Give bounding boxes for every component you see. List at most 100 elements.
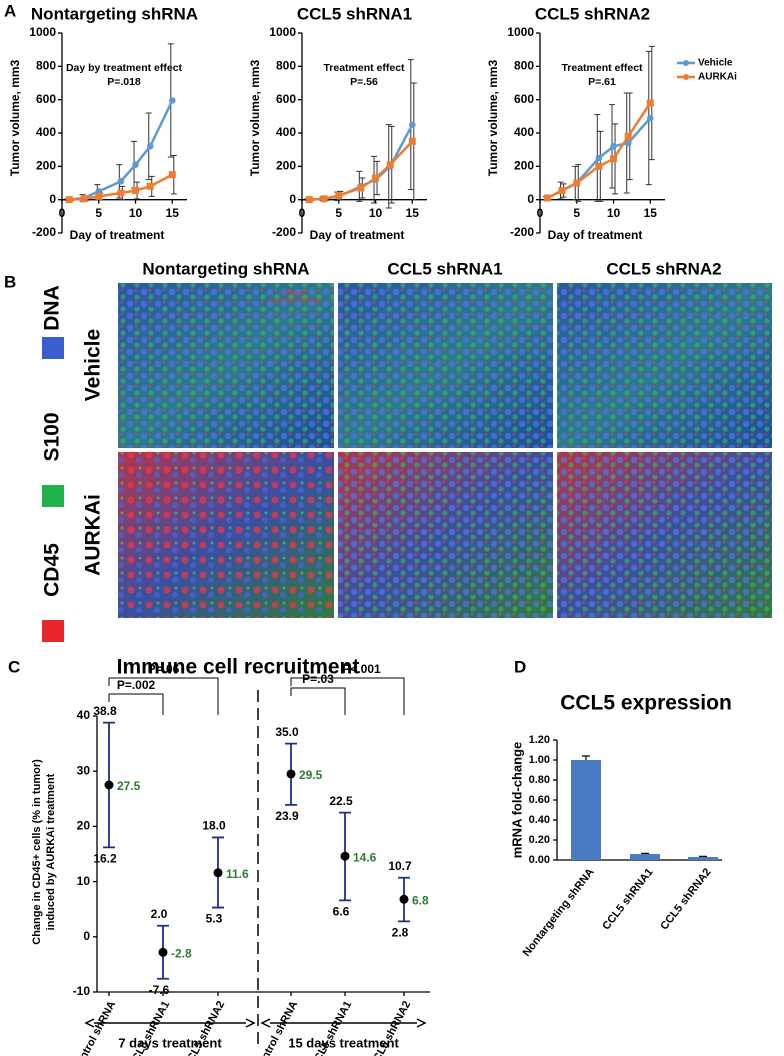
- upper-label: 18.0: [202, 819, 226, 833]
- y-tick-label: 200: [276, 159, 296, 173]
- marker: [610, 155, 618, 163]
- stain-swatch: [42, 337, 64, 359]
- x-tick-label: Nontargeting shRNA: [521, 866, 597, 959]
- y-tick-label: 1000: [269, 25, 296, 39]
- marker: [132, 187, 140, 194]
- x-tick-label: 5: [573, 206, 580, 220]
- stain-swatch: [42, 485, 64, 507]
- bar: [571, 760, 601, 860]
- marker: [646, 99, 654, 107]
- panel-label: C: [8, 657, 20, 676]
- y-tick-label: 200: [36, 159, 56, 173]
- y-tick-label: 0: [289, 192, 296, 206]
- y-tick-label: 0.40: [529, 814, 550, 826]
- marker: [357, 184, 365, 192]
- marker: [408, 121, 416, 128]
- value-label: 29.5: [299, 768, 323, 782]
- chart-title: Immune cell recruitment: [117, 656, 360, 679]
- image-panel: Nontargeting shRNA CCL5 shRNA1 CCL5 shRN…: [82, 259, 772, 618]
- upper-label: 38.8: [93, 704, 117, 718]
- row-label: AURKAi: [82, 494, 105, 576]
- legend-marker: [683, 60, 689, 66]
- marker: [558, 187, 566, 194]
- x-tick-label: 5: [335, 206, 342, 220]
- marker: [320, 195, 328, 203]
- chart-title: CCL5 expression: [560, 692, 732, 715]
- column-title: CCL5 shRNA1: [387, 259, 502, 278]
- chart-title: CCL5 shRNA2: [535, 4, 650, 23]
- error-bar: [582, 755, 590, 760]
- column-title: CCL5 shRNA2: [606, 259, 721, 278]
- dot: [399, 894, 409, 904]
- stain-swatch: [42, 620, 64, 642]
- marker: [543, 194, 551, 202]
- panel-label: B: [4, 272, 16, 291]
- marker: [408, 137, 416, 145]
- marker: [624, 139, 632, 147]
- x-tick-label: 10: [129, 206, 143, 220]
- y-axis-label: induced by AURKAi treatment: [45, 773, 57, 930]
- lower-label: -7.6: [149, 983, 170, 997]
- x-axis-label: Day of treatment: [310, 228, 405, 242]
- y-tick-label: -10: [73, 984, 91, 998]
- y-tick-label: 10: [77, 874, 91, 888]
- y-tick-label: 1000: [29, 25, 56, 39]
- annotation: P=.61: [588, 76, 616, 88]
- y-axis-label: Change in CD45+ cells (% in tumor): [31, 759, 43, 945]
- micrograph-texture: [338, 452, 553, 618]
- bracket: [108, 677, 219, 715]
- micrograph-texture: [338, 283, 553, 448]
- legend-label: AURKAi: [698, 72, 737, 83]
- value-label: 6.8: [412, 893, 429, 907]
- y-tick-label: 800: [276, 59, 296, 73]
- marker: [372, 174, 380, 182]
- y-axis-label: Tumor volume, mm3: [8, 59, 22, 176]
- stain-label: DNA: [41, 285, 64, 331]
- micrograph-texture: [557, 283, 772, 448]
- row-label: Vehicle: [82, 329, 105, 401]
- y-axis-label: mRNA fold-change: [509, 742, 524, 859]
- marker: [80, 195, 88, 203]
- marker: [646, 114, 654, 122]
- annotation: Treatment effect: [561, 62, 643, 74]
- y-tick-label: 1000: [507, 25, 534, 39]
- annotation: P=.56: [350, 76, 378, 88]
- stain-legend: DNA S100 CD45: [41, 285, 64, 642]
- group-label: 7 days treatment: [118, 1035, 222, 1050]
- marker: [168, 171, 176, 179]
- dot: [286, 769, 296, 779]
- x-tick-label: CCL5 shRNA1: [600, 866, 655, 932]
- y-tick-label: 400: [276, 125, 296, 139]
- lower-label: 2.8: [392, 926, 409, 940]
- upper-label: 35.0: [275, 725, 299, 739]
- marker: [146, 143, 154, 150]
- panel-label: D: [514, 657, 526, 676]
- legend-marker: [683, 74, 689, 80]
- upper-label: 2.0: [151, 907, 168, 921]
- y-tick-label: 20: [77, 819, 91, 833]
- upper-label: 22.5: [329, 794, 353, 808]
- micrograph-texture: [118, 452, 334, 618]
- annotation: P=.018: [107, 76, 141, 88]
- y-tick-label: 200: [514, 159, 534, 173]
- lower-label: 5.3: [206, 912, 223, 926]
- bar: [630, 854, 660, 860]
- y-tick-label: 400: [514, 125, 534, 139]
- legend-label: Vehicle: [698, 58, 733, 69]
- bar: [688, 857, 718, 860]
- dot: [158, 947, 168, 957]
- group-arrow: [260, 1018, 427, 1028]
- y-tick-label: 600: [514, 92, 534, 106]
- x-axis-label: Day of treatment: [548, 228, 643, 242]
- y-tick-label: 30: [77, 763, 91, 777]
- group-arrow: [84, 1018, 256, 1028]
- x-tick-label: 15: [406, 206, 420, 220]
- dot: [340, 851, 350, 861]
- comparison-label: P=.03: [302, 672, 334, 686]
- marker: [386, 161, 394, 169]
- marker: [335, 192, 343, 199]
- marker: [117, 178, 125, 185]
